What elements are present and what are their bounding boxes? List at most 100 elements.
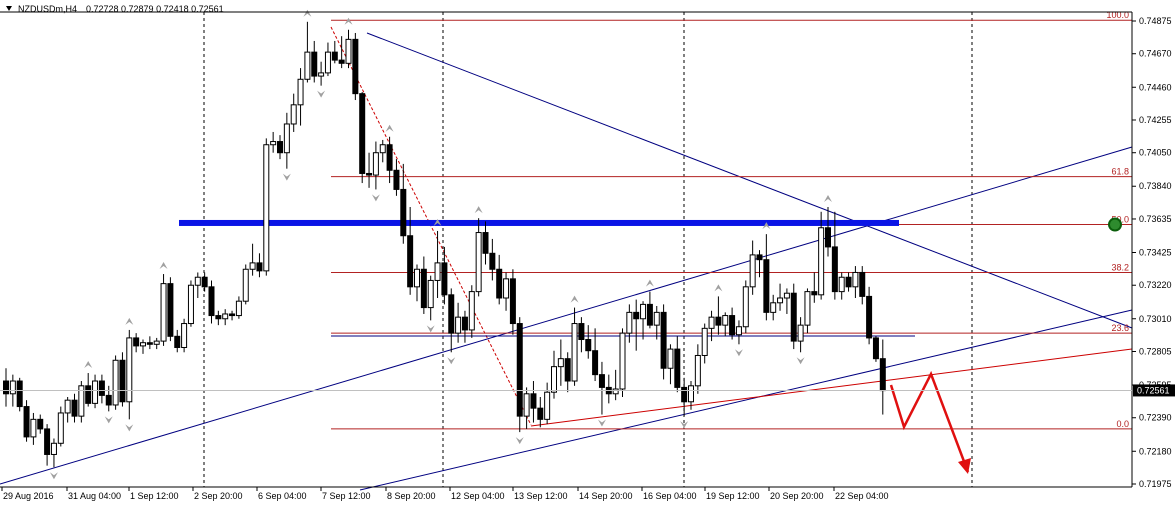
candle-body[interactable] <box>181 323 188 348</box>
candle-body[interactable] <box>208 286 215 317</box>
candle-body[interactable] <box>98 380 105 396</box>
candle-body[interactable] <box>551 366 557 393</box>
support-trendline[interactable] <box>530 348 1133 427</box>
candle-body[interactable] <box>571 323 578 382</box>
candle-body[interactable] <box>503 278 510 299</box>
candle-body[interactable] <box>544 391 551 420</box>
candle-body[interactable] <box>783 292 790 299</box>
candle-body[interactable] <box>194 276 201 286</box>
trendline[interactable] <box>359 309 1133 491</box>
candle-body[interactable] <box>318 72 325 77</box>
candle-body[interactable] <box>400 188 407 237</box>
candle-body[interactable] <box>331 51 338 61</box>
candle-body[interactable] <box>667 348 674 369</box>
candle-body[interactable] <box>92 380 99 404</box>
candle-body[interactable] <box>537 407 544 420</box>
candle-body[interactable] <box>825 227 831 248</box>
candle-body[interactable] <box>441 262 448 296</box>
candle-body[interactable] <box>564 358 571 382</box>
candle-body[interactable] <box>777 297 784 304</box>
candle-body[interactable] <box>256 262 263 272</box>
candle-body[interactable] <box>57 412 64 444</box>
candle-body[interactable] <box>852 271 859 288</box>
candle-body[interactable] <box>859 271 866 297</box>
candle-body[interactable] <box>523 393 530 417</box>
chart-dropdown-icon[interactable] <box>6 6 12 11</box>
candle-body[interactable] <box>448 294 455 334</box>
candle-body[interactable] <box>688 385 694 403</box>
candle-body[interactable] <box>222 313 229 320</box>
candle-body[interactable] <box>263 144 270 272</box>
candle-body[interactable] <box>386 144 393 171</box>
candle-body[interactable] <box>482 232 489 254</box>
candle-body[interactable] <box>249 262 256 270</box>
candle-body[interactable] <box>393 169 400 190</box>
candle-body[interactable] <box>578 323 585 341</box>
candle-body[interactable] <box>338 59 345 64</box>
candle-body[interactable] <box>681 386 688 403</box>
candle-body[interactable] <box>804 291 811 326</box>
resistance-zone[interactable] <box>179 219 899 226</box>
candle-body[interactable] <box>140 342 146 347</box>
candle-body[interactable] <box>838 276 845 293</box>
candle-body[interactable] <box>366 172 373 176</box>
candle-body[interactable] <box>187 284 194 325</box>
candle-body[interactable] <box>277 141 283 154</box>
candle-body[interactable] <box>427 279 434 309</box>
candle-body[interactable] <box>818 227 825 296</box>
projection-path[interactable] <box>889 370 970 473</box>
candle-body[interactable] <box>215 315 222 320</box>
candle-body[interactable] <box>64 399 71 414</box>
candle-body[interactable] <box>763 259 770 313</box>
candle-body[interactable] <box>674 348 681 388</box>
candle-body[interactable] <box>201 276 208 288</box>
candle-body[interactable] <box>742 286 749 328</box>
candle-body[interactable] <box>23 406 30 438</box>
candle-body[interactable] <box>715 316 722 326</box>
candle-body[interactable] <box>50 442 57 455</box>
candle-body[interactable] <box>475 232 482 293</box>
candle-body[interactable] <box>729 315 736 336</box>
candle-body[interactable] <box>509 278 516 325</box>
candle-body[interactable] <box>153 340 160 345</box>
candle-body[interactable] <box>797 324 804 342</box>
candle-body[interactable] <box>112 359 119 406</box>
candle-body[interactable] <box>640 303 647 320</box>
candle-body[interactable] <box>242 268 249 302</box>
candle-body[interactable] <box>407 235 414 288</box>
candle-body[interactable] <box>174 335 181 348</box>
candle-body[interactable] <box>708 316 715 329</box>
candle-body[interactable] <box>612 388 619 395</box>
candle-body[interactable] <box>372 152 379 176</box>
candle-body[interactable] <box>3 380 9 395</box>
candle-body[interactable] <box>420 268 427 309</box>
candle-body[interactable] <box>845 276 852 288</box>
candle-body[interactable] <box>496 268 503 299</box>
candle-body[interactable] <box>585 339 592 352</box>
candle-body[interactable] <box>85 385 92 404</box>
candle-body[interactable] <box>879 358 886 392</box>
candle-body[interactable] <box>78 385 85 417</box>
candle-body[interactable] <box>790 292 797 342</box>
candle-body[interactable] <box>105 394 112 406</box>
candle-body[interactable] <box>304 51 311 80</box>
candle-body[interactable] <box>290 104 297 125</box>
candle-body[interactable] <box>749 254 756 288</box>
candle-body[interactable] <box>461 316 468 331</box>
candle-body[interactable] <box>119 359 126 403</box>
candle-body[interactable] <box>44 428 51 455</box>
candle-body[interactable] <box>756 254 763 261</box>
candle-body[interactable] <box>324 51 331 74</box>
candle-body[interactable] <box>311 51 318 77</box>
candle-body[interactable] <box>16 380 23 408</box>
candle-body[interactable] <box>660 311 667 369</box>
candle-body[interactable] <box>30 418 37 438</box>
candle-body[interactable] <box>283 123 290 154</box>
candle-body[interactable] <box>270 141 277 146</box>
candle-body[interactable] <box>770 302 777 313</box>
candle-body[interactable] <box>235 300 242 317</box>
candle-body[interactable] <box>455 316 462 334</box>
candle-body[interactable] <box>229 313 236 317</box>
